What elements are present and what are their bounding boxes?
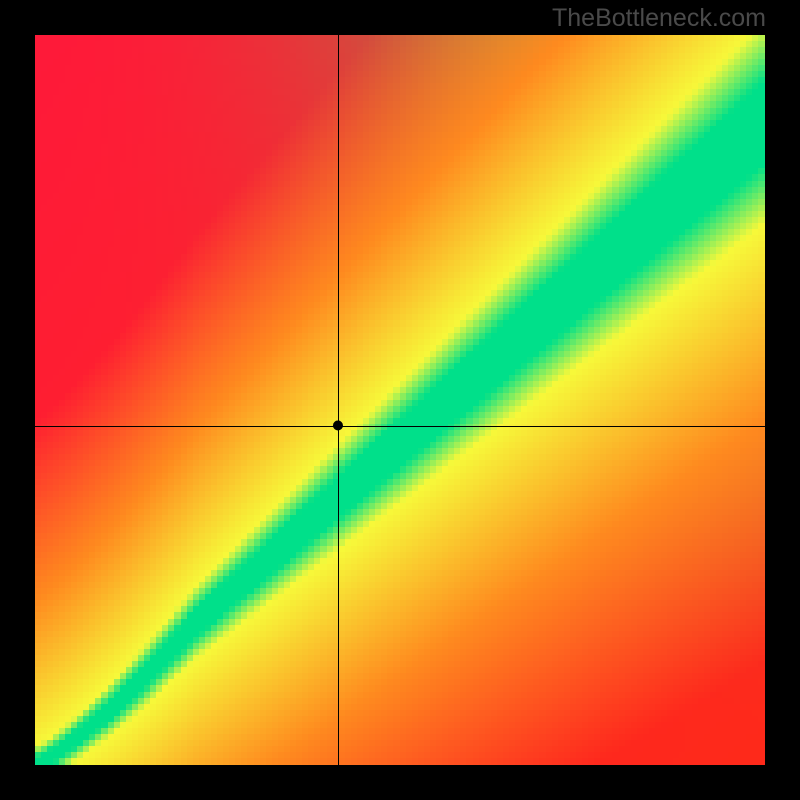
stage: TheBottleneck.com [0, 0, 800, 800]
bottleneck-heatmap [35, 35, 765, 765]
watermark-text: TheBottleneck.com [552, 4, 766, 33]
